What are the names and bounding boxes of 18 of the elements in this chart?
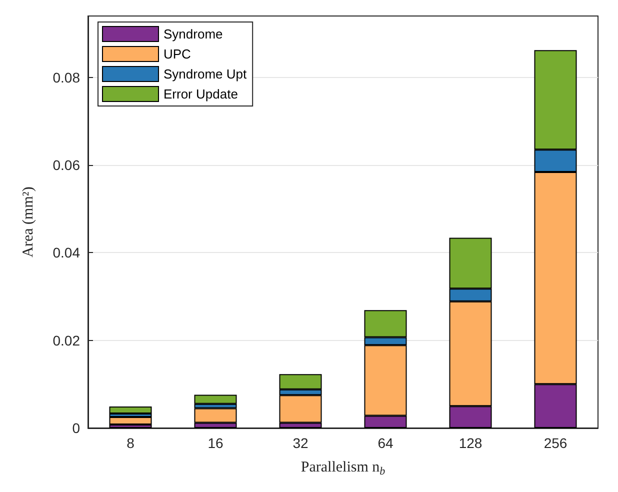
y-axis-title: Area (mm²)	[20, 186, 36, 258]
legend-label: Syndrome Upt	[164, 66, 247, 82]
bar	[109, 417, 152, 424]
y-tick-label: 0.08	[52, 69, 80, 86]
x-tick-label: 128	[458, 435, 482, 451]
x-tick-label: 8	[126, 435, 135, 451]
y-tick-label: 0.04	[52, 244, 80, 261]
y-tick-label: 0.06	[52, 157, 80, 174]
y-tick-label: 0	[72, 420, 80, 436]
legend-label: Syndrome	[164, 26, 223, 42]
y-tick-label: 0.02	[52, 332, 80, 348]
legend-label: Error Update	[164, 86, 238, 102]
x-tick-label: 16	[208, 435, 224, 451]
legend-label: UPC	[164, 46, 191, 62]
x-tick-label: 32	[292, 435, 308, 451]
x-tick-label: 64	[378, 435, 394, 451]
bar	[109, 406, 152, 414]
x-tick-label: 256	[544, 435, 568, 451]
